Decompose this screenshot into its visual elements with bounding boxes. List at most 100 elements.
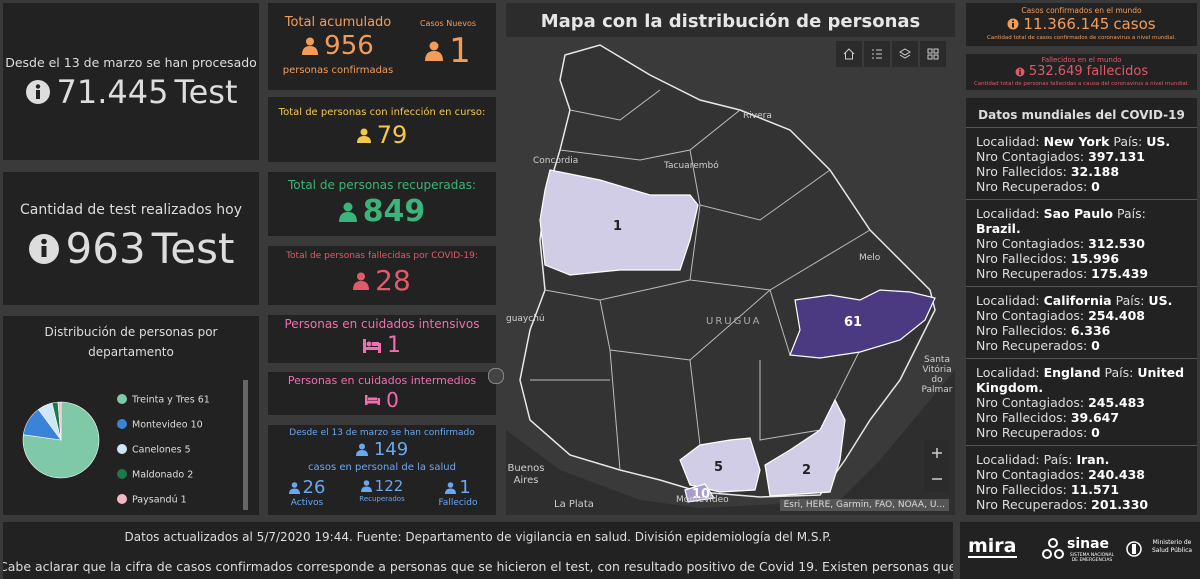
- icon-part: [291, 481, 297, 488]
- home-button[interactable]: [836, 41, 862, 67]
- deceased-card: Total de personas fallecidas por COVID-1…: [268, 246, 496, 305]
- field-label: Localidad:: [976, 134, 1040, 149]
- layers-button[interactable]: [892, 41, 918, 67]
- value: 849: [362, 194, 426, 229]
- person-icon: [338, 202, 357, 222]
- region-value: 1: [613, 219, 623, 234]
- accumulated-label: Total acumulado: [284, 15, 392, 30]
- deaths: 11.571: [1070, 482, 1120, 497]
- zoom-in-button[interactable]: [924, 440, 950, 466]
- legend-value: 5: [185, 445, 191, 456]
- field-label: Nro Recuperados:: [976, 179, 1088, 194]
- scrollbar[interactable]: [243, 380, 248, 510]
- unit: Test: [174, 73, 238, 111]
- field-label: País:: [1115, 293, 1145, 308]
- world-recovered: Nro Recuperados: 175.439: [976, 266, 1187, 281]
- info-icon: [1015, 67, 1025, 76]
- deaths: 32.188: [1070, 164, 1120, 179]
- value: 149: [373, 439, 409, 460]
- pie-title: Distribución de personas por departament…: [44, 325, 218, 359]
- world-deaths: Nro Fallecidos: 15.996: [976, 251, 1187, 266]
- accumulated-card: Total acumulado 956 personas confirmadas…: [268, 3, 496, 90]
- world-deaths-card: Fallecidos en el mundo 532.649 fallecidos…: [966, 54, 1197, 90]
- new-cases-label: Casos Nuevos: [419, 19, 477, 28]
- locality: Sao Paulo: [1043, 206, 1114, 221]
- tests-today-value: 963 Test: [3, 224, 259, 273]
- breakdown-value: 122: [346, 477, 418, 495]
- basemap-button[interactable]: [920, 41, 946, 67]
- place-label: Buenos Aires: [507, 463, 545, 486]
- active-label: Total de personas con infección en curso…: [278, 107, 486, 118]
- breakdown-label: Activos: [290, 498, 324, 508]
- field-label: Nro Fallecidos:: [976, 323, 1067, 338]
- field-label: Nro Recuperados:: [976, 425, 1088, 440]
- legend-name: Treinta y Tres: [131, 395, 195, 406]
- deaths: 15.996: [1070, 251, 1120, 266]
- breakdown-value: 1: [423, 477, 493, 498]
- legend-value: 10: [191, 420, 203, 431]
- expand-button[interactable]: [488, 368, 504, 384]
- cases: 240.438: [1088, 467, 1145, 482]
- legend-label: Canelones 5: [132, 445, 191, 456]
- person-icon: [360, 480, 372, 492]
- field-label: País:: [1104, 365, 1134, 380]
- info-icon: [25, 80, 50, 104]
- country: Brazil.: [976, 221, 1021, 236]
- pie-slice: [57, 401, 62, 441]
- value: 1: [459, 477, 471, 498]
- world-item: Localidad: England País: United Kingdom.…: [966, 359, 1197, 446]
- bed-icon: [363, 338, 381, 353]
- world-cases: Nro Contagiados: 245.483: [976, 395, 1187, 410]
- intermediate-label: Personas en cuidados intermedios: [287, 374, 477, 387]
- field-label: País:: [1113, 134, 1143, 149]
- unit: casos: [1113, 15, 1156, 33]
- health-staff-value: 149: [268, 439, 496, 460]
- deaths: 6.336: [1070, 323, 1111, 338]
- value: 79: [376, 121, 408, 149]
- list-button[interactable]: [864, 41, 890, 67]
- icon-part: [360, 486, 372, 492]
- zoom-out-button[interactable]: [924, 466, 950, 492]
- map[interactable]: [506, 37, 955, 515]
- active-value: 79: [268, 121, 496, 149]
- value: 956: [324, 31, 374, 61]
- deceased-label: Total de personas fallecidas por COVID-1…: [286, 251, 478, 261]
- legend-value: 1: [181, 495, 187, 506]
- accumulated-value: 956: [278, 31, 398, 61]
- cases: 254.408: [1088, 308, 1145, 323]
- world-cases: Nro Contagiados: 397.131: [976, 149, 1187, 164]
- value: 26: [302, 477, 326, 498]
- world-deaths: Nro Fallecidos: 39.647: [976, 410, 1187, 425]
- recovered: 0: [1091, 179, 1100, 194]
- tests-total-value: 71.445 Test: [3, 73, 259, 111]
- logo-sinae-icon: [1042, 538, 1064, 559]
- value: 28: [375, 264, 411, 297]
- legend-swatch: [117, 444, 127, 454]
- world-list-card: Datos mundiales del COVID-19 Localidad: …: [966, 98, 1197, 515]
- place-label: Melo: [859, 253, 881, 263]
- region-value: 2: [802, 463, 812, 478]
- value: 11.366.145: [1023, 15, 1110, 33]
- recovered: 175.439: [1091, 266, 1149, 281]
- world-recovered: Nro Recuperados: 0: [976, 425, 1187, 440]
- world-cases-card: Casos confirmados en el mundo 11.366.145…: [966, 3, 1197, 46]
- field-label: Nro Contagiados:: [976, 308, 1085, 323]
- recovered: 0: [1091, 338, 1100, 353]
- deceased-value: 28: [268, 264, 496, 297]
- world-recovered: Nro Recuperados: 201.330: [976, 497, 1187, 512]
- icon-part: [288, 488, 300, 494]
- world-deaths: Nro Fallecidos: 11.571: [976, 482, 1187, 497]
- world-cases-note: Cantidad total de casos confirmados de c…: [987, 35, 1176, 41]
- logo-msp: Ministerio de Salud Pública: [1151, 539, 1193, 554]
- legend-swatch: [117, 469, 127, 479]
- field-label: Nro Fallecidos:: [976, 482, 1067, 497]
- locality: California: [1043, 293, 1112, 308]
- world-list[interactable]: Localidad: New York País: US. Nro Contagi…: [966, 128, 1197, 515]
- world-location: Localidad: Sao Paulo País: Brazil.: [976, 206, 1187, 236]
- unit: Test: [151, 224, 235, 273]
- icon-part: [447, 481, 454, 488]
- place-label: Rivera: [743, 111, 772, 121]
- legend-label: Treinta y Tres 61: [131, 395, 210, 406]
- person-icon: [355, 443, 368, 456]
- field-label: Localidad:: [976, 365, 1040, 380]
